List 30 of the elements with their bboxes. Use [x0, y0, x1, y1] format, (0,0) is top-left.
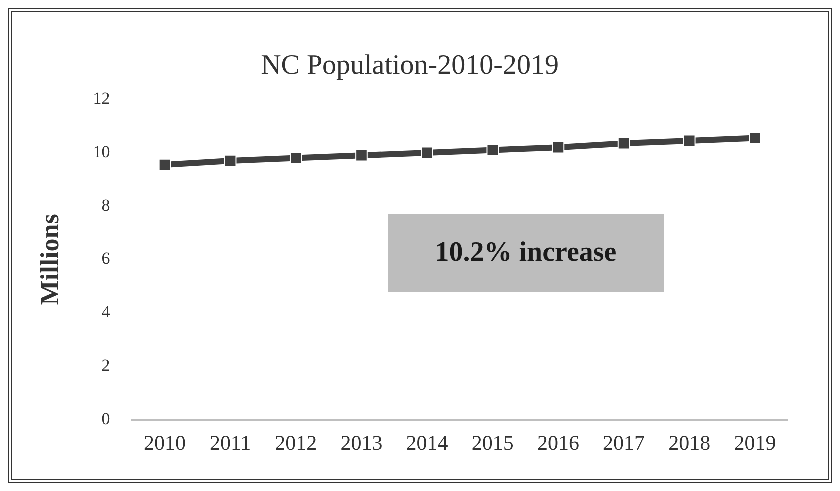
x-tick-label: 2017: [603, 430, 646, 455]
point: [224, 154, 237, 168]
y-tick-label: 2: [102, 356, 110, 375]
x-tick-label: 2016: [537, 430, 580, 455]
point: [618, 137, 630, 150]
x-tick-label: 2012: [275, 430, 318, 455]
point: [486, 144, 500, 156]
y-tick-label: 6: [102, 249, 110, 268]
point: [290, 152, 302, 164]
point: [158, 158, 172, 172]
y-tick-label: 4: [102, 302, 111, 322]
point: [552, 141, 565, 154]
y-tick-label: 0: [102, 409, 110, 428]
x-tick-label: 2015: [472, 430, 514, 455]
x-tick-label: 2010: [144, 430, 186, 455]
point: [421, 146, 434, 160]
y-tick-label: 8: [102, 196, 110, 215]
y-axis-title: Millions: [35, 214, 64, 306]
x-tick-label: 2014: [406, 430, 449, 455]
x-tick-label: 2011: [210, 430, 252, 455]
point: [683, 134, 696, 148]
text-box: 10.2% increase: [388, 214, 664, 292]
y-tick-label: 12: [93, 89, 110, 108]
chart-title: NC Population-2010-2019: [261, 50, 559, 82]
x-tick-label: 2019: [734, 430, 776, 455]
point: [749, 132, 762, 144]
y-tick-label: 10: [93, 142, 110, 162]
point: [356, 149, 368, 162]
x-tick-label: 2018: [668, 430, 711, 455]
x-tick-label: 2013: [340, 430, 383, 455]
